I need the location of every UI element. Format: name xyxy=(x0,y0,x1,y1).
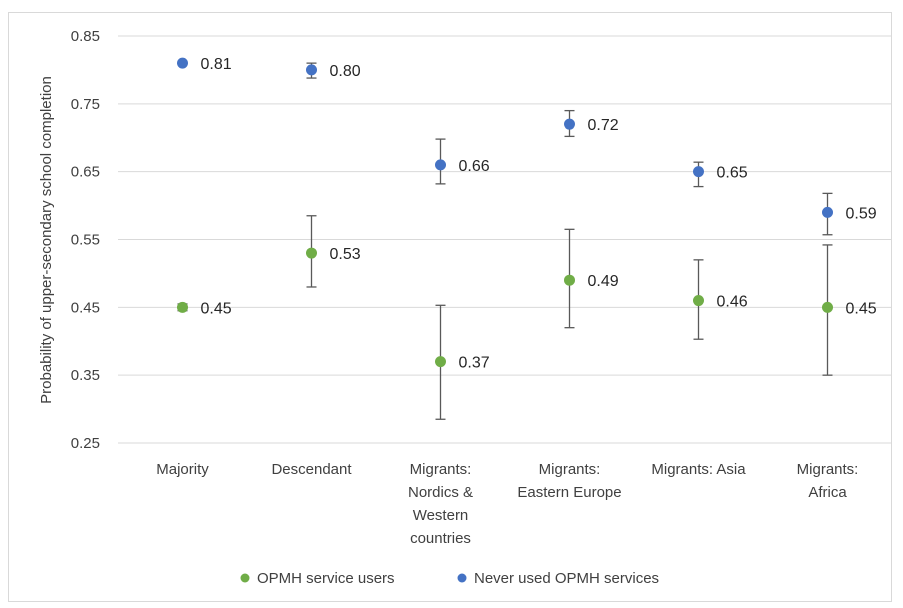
x-category-label: Descendant xyxy=(271,461,352,478)
y-tick-label: 0.75 xyxy=(71,96,100,113)
data-points xyxy=(177,57,833,368)
data-label: 0.45 xyxy=(846,300,877,317)
data-label: 0.72 xyxy=(588,117,619,134)
data-label: 0.80 xyxy=(330,63,361,80)
x-category-label: Migrants: Africa xyxy=(797,461,859,501)
data-point xyxy=(177,57,188,69)
data-point xyxy=(435,356,446,368)
error-bars xyxy=(177,62,833,420)
data-point xyxy=(177,301,188,313)
y-tick-label: 0.45 xyxy=(71,299,100,316)
data-point xyxy=(564,274,575,286)
y-tick-label: 0.65 xyxy=(71,164,100,181)
legend-label: Never used OPMH services xyxy=(474,570,659,587)
data-label: 0.45 xyxy=(201,300,232,317)
data-point xyxy=(306,247,317,259)
y-axis-tick-labels: 0.25 0.35 0.45 0.55 0.65 0.75 0.85 xyxy=(71,28,100,452)
gridlines xyxy=(118,35,892,444)
y-tick-label: 0.25 xyxy=(71,435,100,452)
x-category-label: Migrants: Eastern Europe xyxy=(517,461,621,501)
data-label: 0.66 xyxy=(459,158,490,175)
data-label: 0.49 xyxy=(588,273,619,290)
data-label: 0.59 xyxy=(846,205,877,222)
data-label: 0.37 xyxy=(459,355,490,372)
legend-marker xyxy=(240,573,250,583)
data-label: 0.65 xyxy=(717,165,748,182)
data-point xyxy=(564,118,575,130)
data-point xyxy=(693,166,704,178)
y-tick-label: 0.85 xyxy=(71,28,100,45)
x-category-label: Migrants: Nordics & Western countries xyxy=(408,461,473,547)
x-axis-category-labels: Majority Descendant Migrants: Nordics & West… xyxy=(156,461,858,547)
y-tick-label: 0.35 xyxy=(71,367,100,384)
data-point xyxy=(435,159,446,171)
data-point xyxy=(822,206,833,218)
data-label: 0.81 xyxy=(201,56,232,73)
data-label: 0.53 xyxy=(330,246,361,263)
data-label: 0.46 xyxy=(717,294,748,311)
data-point xyxy=(822,301,833,313)
legend-marker xyxy=(457,573,467,583)
y-tick-label: 0.55 xyxy=(71,232,100,249)
legend: OPMH service users Never used OPMH servic… xyxy=(240,570,659,587)
x-category-label: Majority xyxy=(156,461,209,478)
y-axis-title: Probability of upper-secondary school co… xyxy=(38,76,55,404)
data-point xyxy=(306,64,317,76)
data-labels: 0.45 0.53 0.37 0.49 0.46 0.45 0.81 0.80 0.66 0.72… xyxy=(201,56,877,371)
data-point xyxy=(693,295,704,307)
legend-label: OPMH service users xyxy=(257,570,395,587)
x-category-label: Migrants: Asia xyxy=(651,461,746,478)
